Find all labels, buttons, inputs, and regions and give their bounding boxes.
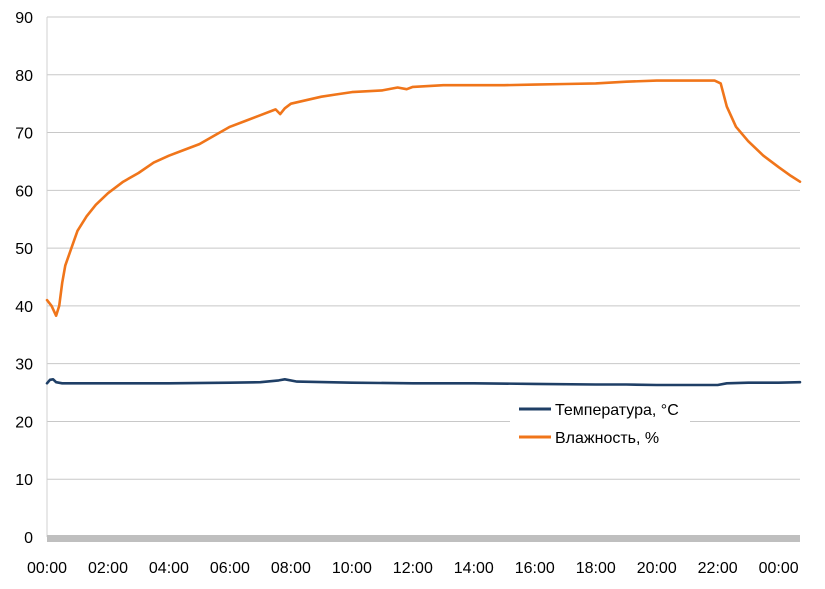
x-tick-label: 12:00 <box>393 560 433 577</box>
x-tick-label: 08:00 <box>271 560 311 577</box>
y-tick-labels: 0 10 20 30 40 50 60 70 80 90 <box>15 10 33 547</box>
x-tick-labels: 00:00 02:00 04:00 06:00 08:00 10:00 12:00 14:00… <box>27 560 799 577</box>
x-tick-label: 16:00 <box>515 560 555 577</box>
x-tick-label: 06:00 <box>210 560 250 577</box>
x-tick-label: 00:00 <box>759 560 799 577</box>
legend-box <box>510 395 690 455</box>
legend-label: Температура, °C <box>555 402 679 419</box>
series-lines <box>45 79 802 387</box>
y-tick-label: 40 <box>15 299 33 316</box>
y-tick-label: 70 <box>15 126 33 143</box>
y-tick-label: 30 <box>15 357 33 374</box>
y-tick-label: 90 <box>15 10 33 27</box>
x-tick-label: 22:00 <box>698 560 738 577</box>
y-tick-label: 80 <box>15 68 33 85</box>
series-line-1 <box>45 79 802 318</box>
legend-label: Влажность, % <box>555 430 659 447</box>
y-tick-label: 60 <box>15 183 33 200</box>
series-line-0 <box>45 377 802 387</box>
x-tick-label: 14:00 <box>454 560 494 577</box>
y-tick-label: 10 <box>15 472 33 489</box>
x-tick-label: 00:00 <box>27 560 67 577</box>
x-tick-label: 02:00 <box>88 560 128 577</box>
x-tick-label: 18:00 <box>576 560 616 577</box>
x-tick-label: 20:00 <box>637 560 677 577</box>
x-axis <box>47 535 800 542</box>
legend: Температура, °C Влажность, % <box>510 395 690 455</box>
x-axis-band <box>47 535 800 542</box>
y-tick-label: 20 <box>15 414 33 431</box>
x-tick-label: 04:00 <box>149 560 189 577</box>
gridlines <box>46 16 800 537</box>
y-tick-label: 50 <box>15 241 33 258</box>
y-tick-label: 0 <box>24 530 33 547</box>
x-tick-label: 10:00 <box>332 560 372 577</box>
